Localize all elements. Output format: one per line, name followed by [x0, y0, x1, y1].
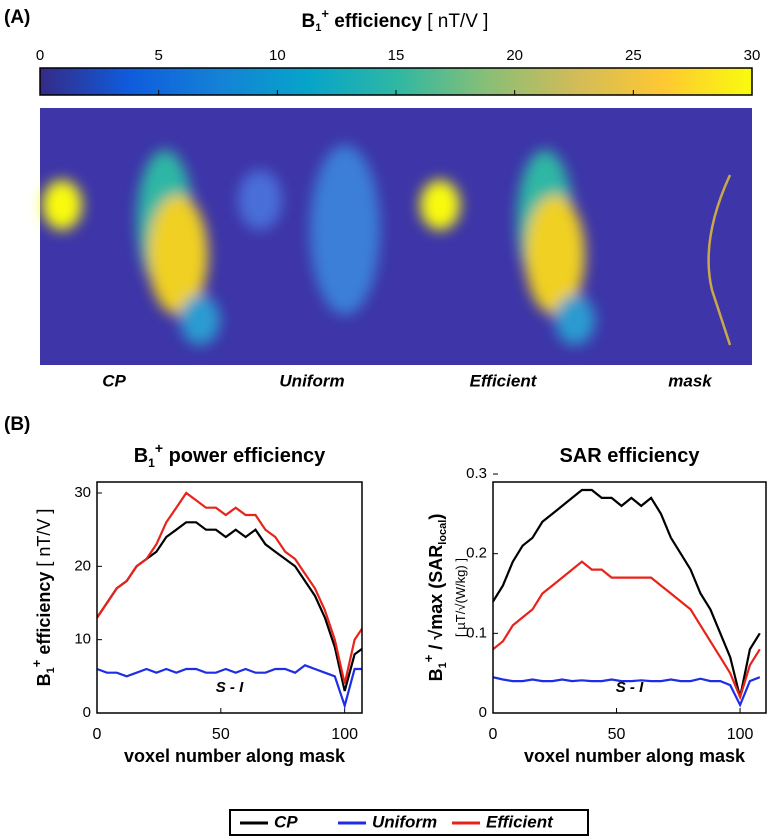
text-part: 1	[437, 662, 449, 668]
x-tick-label: 50	[212, 726, 230, 743]
text-part: SAR efficiency	[559, 445, 700, 467]
data-line	[97, 491, 362, 684]
legend-box	[229, 809, 589, 836]
data-line	[493, 676, 761, 708]
text-part: 1	[148, 456, 155, 470]
text-part: B	[34, 673, 54, 686]
text-part: B	[134, 445, 148, 467]
y-tick-label: 0.1	[466, 624, 487, 641]
colorbar-tick-label: 10	[269, 47, 286, 64]
y-tick-label: 0.2	[466, 545, 487, 562]
text-part: [ nT/V ]	[422, 11, 489, 32]
text-part: 1	[315, 22, 321, 34]
y-tick-label: 0	[479, 704, 487, 721]
colorbar-tick-label: 20	[506, 47, 523, 64]
axes-box	[492, 481, 767, 714]
text-part: B	[426, 668, 446, 681]
mri-images	[40, 108, 752, 365]
annotation: S - I	[216, 679, 244, 696]
x-tick-label: 100	[331, 726, 358, 743]
data-line	[493, 560, 761, 701]
text-part: [ nT/V ]	[34, 509, 54, 572]
colorbar-tick-label: 5	[154, 47, 162, 64]
legend-label: Efficient	[486, 812, 554, 831]
annotation: S - I	[616, 679, 644, 696]
image-label: CP	[102, 371, 126, 390]
text-part: +	[29, 659, 44, 667]
x-axis-label: voxel number along mask	[124, 746, 346, 766]
axes-box	[96, 481, 363, 714]
panel-label: (A)	[4, 7, 30, 28]
text-part: efficiency	[34, 572, 54, 660]
rich-text: B1+ power efficiency	[134, 440, 326, 470]
text-part: [ µT/√(W/kg) ]	[453, 558, 468, 637]
text-part: / √max (SAR	[426, 545, 446, 655]
image-label: Efficient	[470, 371, 538, 390]
rich-text: SAR efficiency	[559, 445, 700, 467]
y-tick-label: 20	[74, 557, 91, 574]
y-tick-label: 0.3	[466, 465, 487, 482]
y-tick-label: 10	[74, 631, 91, 648]
y-tick-label: 30	[74, 484, 91, 501]
colorbar-tick-label: 25	[625, 47, 642, 64]
panel-label: (B)	[4, 414, 30, 435]
text-part: local	[437, 520, 449, 545]
text-part: +	[155, 440, 163, 456]
x-axis-label: voxel number along mask	[524, 746, 746, 766]
colorbar-tick-label: 0	[36, 47, 44, 64]
text-part: efficiency	[329, 11, 422, 32]
text-part: power efficiency	[163, 445, 326, 467]
colorbar-tick-label: 15	[388, 47, 405, 64]
rich-text: B1+ efficiency [ nT/V ]	[29, 509, 57, 687]
text-part: +	[421, 654, 436, 662]
rich-text: B1+ efficiency [ nT/V ]	[302, 6, 489, 34]
x-tick-label: 0	[489, 726, 498, 743]
text-part: 1	[45, 667, 57, 673]
rich-text: B1+ / √max (SARlocal)	[421, 514, 449, 682]
text-part: +	[321, 6, 329, 21]
legend-label: CP	[274, 812, 298, 831]
text-part: )	[426, 514, 446, 520]
colorbar-tick-label: 30	[744, 47, 761, 64]
image-label: mask	[668, 371, 713, 390]
x-tick-label: 0	[93, 726, 102, 743]
image-label: Uniform	[279, 371, 344, 390]
legend-label: Uniform	[372, 812, 437, 831]
text-part: B	[302, 11, 316, 32]
data-line	[493, 488, 761, 698]
x-tick-label: 50	[608, 726, 626, 743]
y-tick-label: 0	[83, 704, 91, 721]
x-tick-label: 100	[727, 726, 754, 743]
rich-text: [ µT/√(W/kg) ]	[453, 558, 468, 637]
data-line	[97, 664, 362, 710]
